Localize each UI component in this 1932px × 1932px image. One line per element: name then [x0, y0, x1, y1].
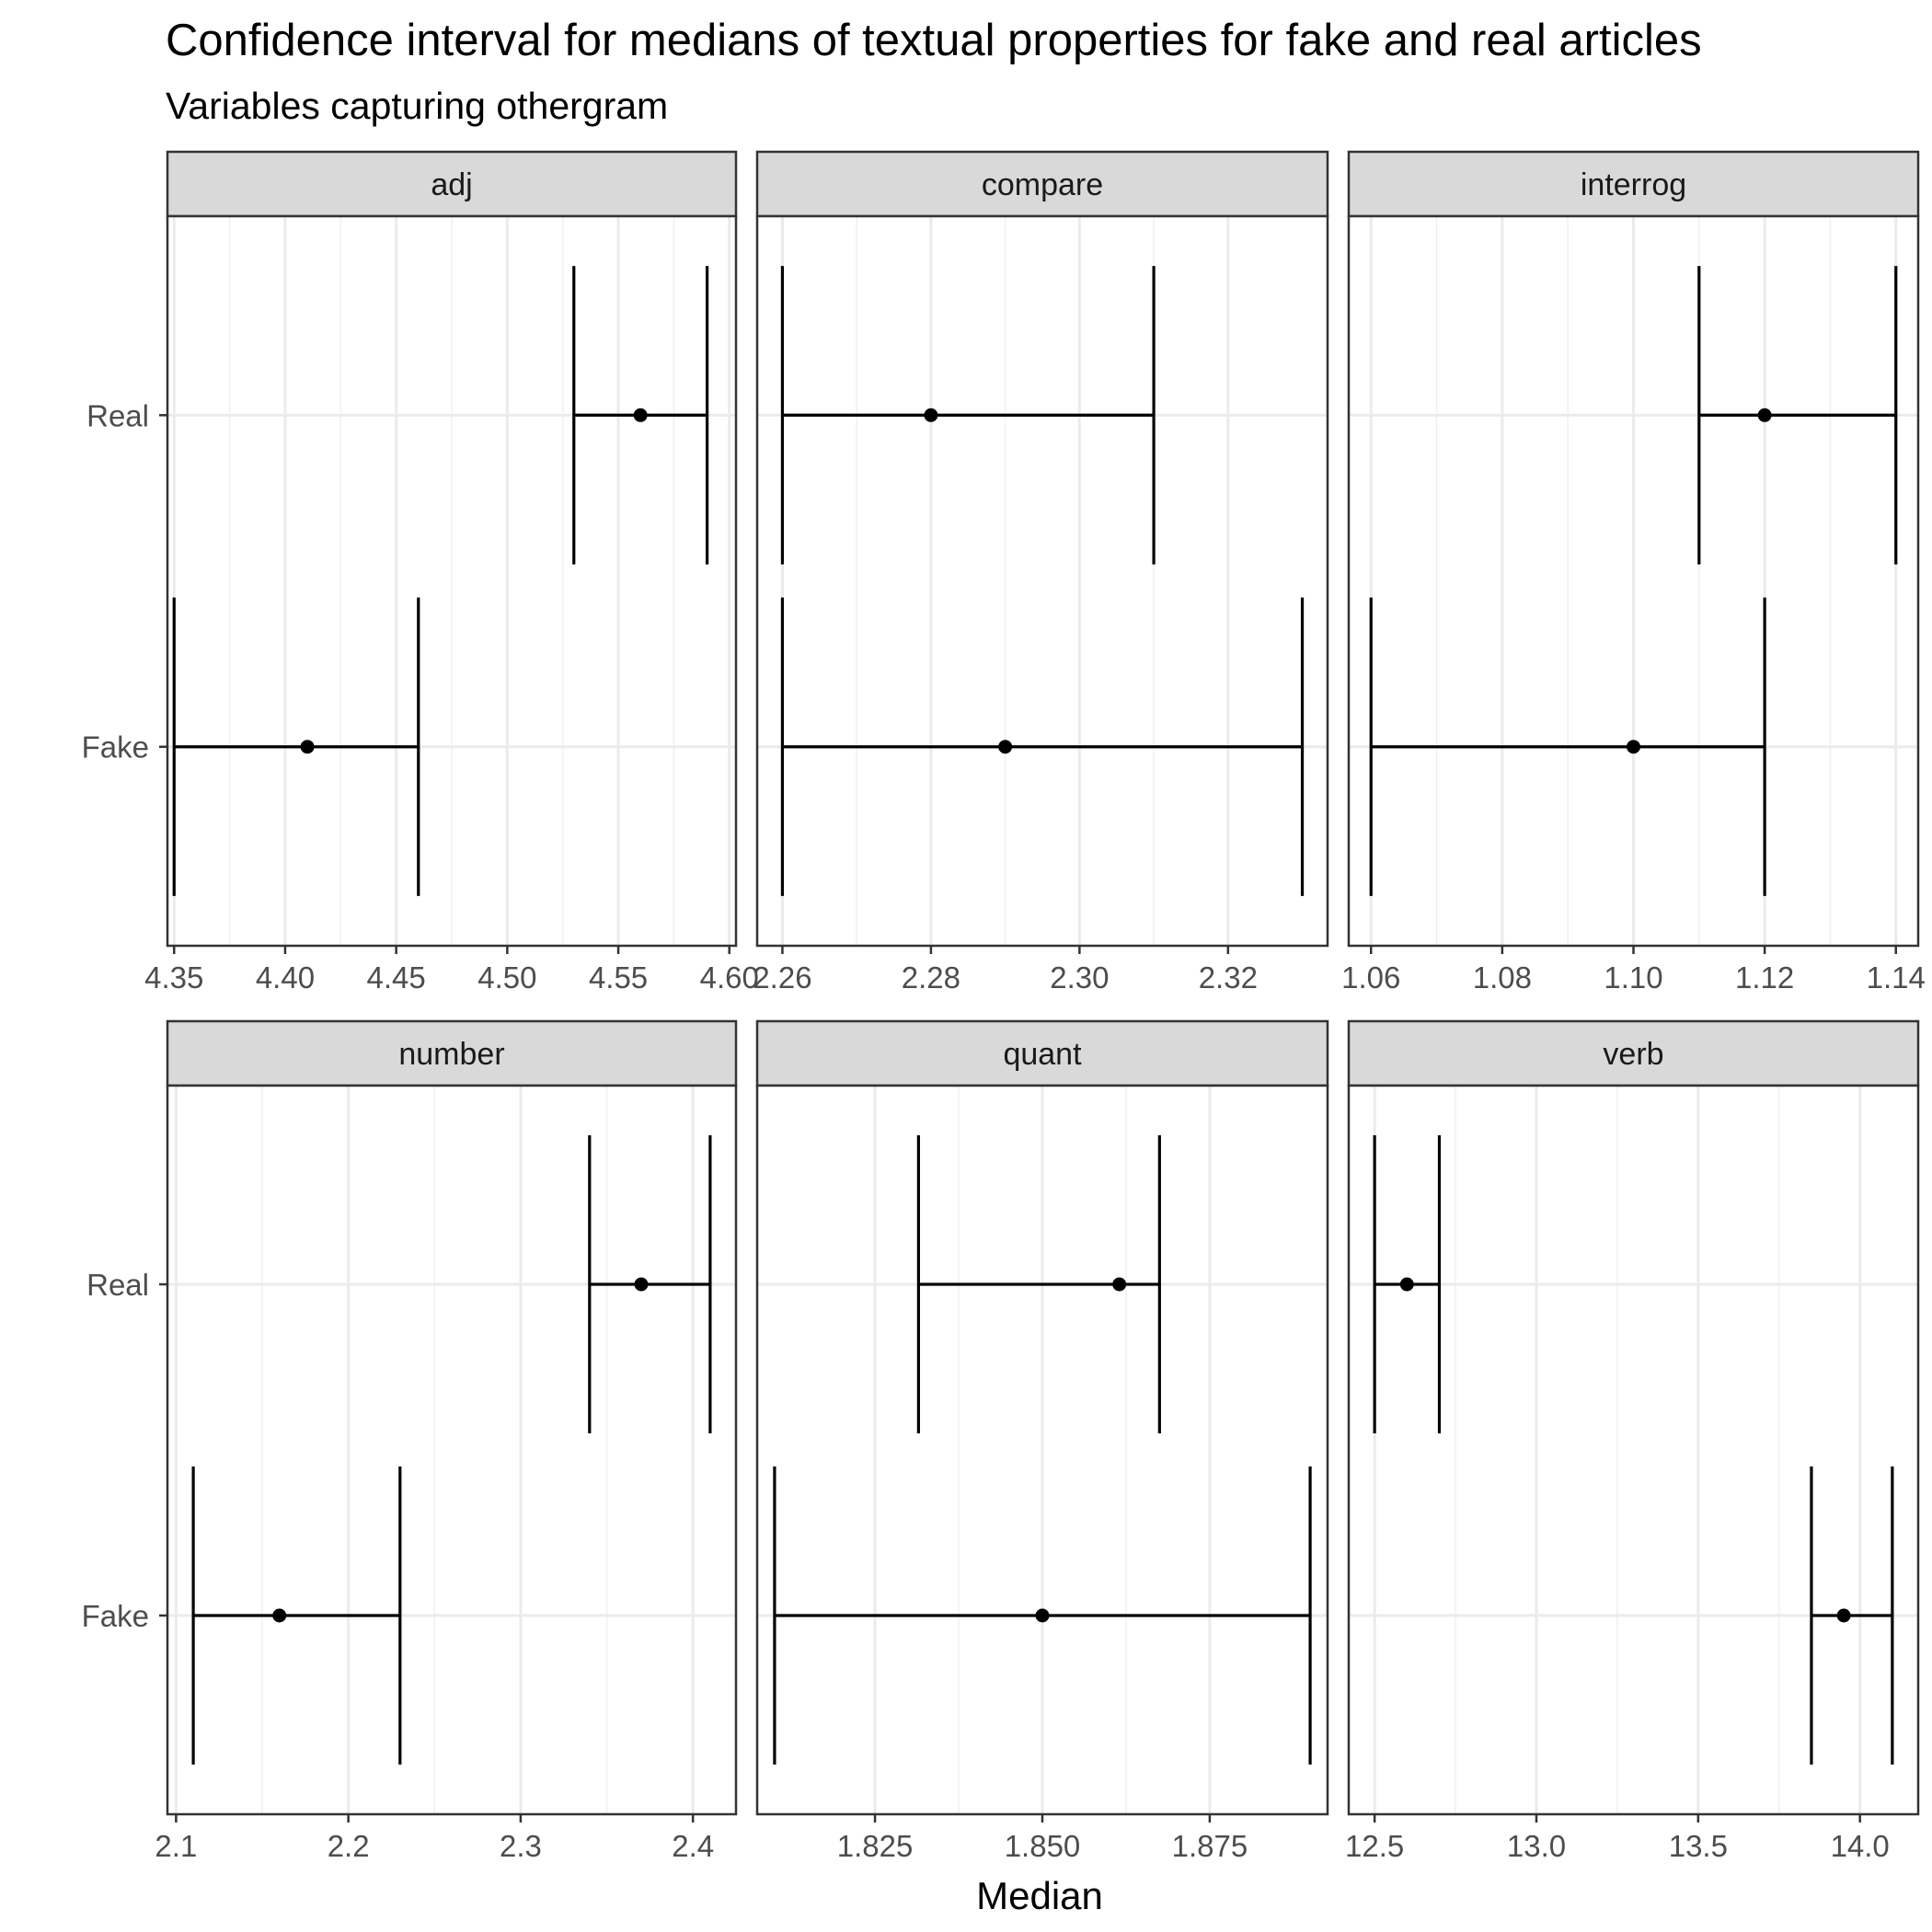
facet-quant: quant 1.825 1.850 1.875 [755, 1019, 1329, 1863]
facet-strip [166, 150, 738, 218]
median-point [924, 408, 938, 422]
facet-label: adj [431, 167, 472, 202]
y-tick-label: Real [86, 398, 149, 432]
errorbar-verb-real [1373, 1135, 1442, 1433]
panel-background [757, 216, 1328, 946]
errorbar-interrog-real [1697, 266, 1898, 565]
median-point [1112, 1277, 1127, 1292]
x-tick-label: 2.3 [500, 1829, 542, 1863]
x-tick-label: 4.45 [367, 960, 426, 995]
facet-panels: adj 4.35 4.40 4.45 4.50 4.55 4.60 Real Fake compa… [82, 150, 1926, 1863]
y-tick-label: Fake [82, 730, 149, 765]
x-tick-label: 4.35 [144, 960, 203, 995]
median-point [634, 1277, 649, 1292]
x-tick-label: 1.850 [1005, 1829, 1081, 1863]
x-tick-label: 12.5 [1345, 1829, 1404, 1863]
facet-label: number [398, 1037, 504, 1072]
median-point [998, 740, 1013, 754]
x-tick-label: 2.2 [328, 1829, 370, 1863]
errorbar-adj-fake [172, 597, 420, 896]
facet-strip [755, 150, 1329, 218]
facet-label: compare [982, 167, 1103, 202]
median-point [1627, 740, 1640, 754]
panel-background [1349, 1086, 1918, 1814]
x-tick-label: 1.875 [1172, 1829, 1248, 1863]
x-tick-label: 4.50 [477, 960, 536, 995]
y-tick-label: Real [86, 1268, 149, 1302]
x-tick-label: 2.4 [672, 1829, 714, 1863]
x-tick-label: 2.32 [1199, 960, 1258, 995]
errorbar-quant-fake [773, 1466, 1312, 1765]
x-tick-label: 4.55 [589, 960, 648, 995]
median-point [1757, 408, 1772, 422]
x-tick-label: 2.26 [753, 960, 811, 995]
facet-strip [1347, 150, 1920, 218]
chart-title: Confidence interval for medians of textu… [166, 16, 1702, 65]
median-point [272, 1608, 287, 1623]
facet-label: verb [1603, 1037, 1663, 1072]
errorbar-compare-fake [780, 597, 1305, 896]
errorbar-number-fake [191, 1466, 402, 1765]
median-point [1035, 1608, 1050, 1623]
errorbar-number-real [588, 1135, 712, 1433]
x-tick-label: 14.0 [1831, 1829, 1890, 1863]
x-tick-label: 13.0 [1507, 1829, 1566, 1863]
facet-strip [166, 1019, 738, 1087]
x-tick-label: 4.60 [700, 960, 759, 995]
errorbar-interrog-fake [1369, 597, 1766, 896]
x-tick-label: 2.1 [155, 1829, 197, 1863]
x-tick-label: 2.30 [1050, 960, 1109, 995]
facet-interrog: interrog 1.06 1.08 1.10 1.12 1.14 [1341, 150, 1926, 995]
panel-border [166, 214, 738, 948]
x-tick-label: 1.06 [1341, 960, 1400, 995]
x-tick-label: 2.28 [902, 960, 960, 995]
errorbar-verb-fake [1810, 1466, 1894, 1765]
median-point [1399, 1277, 1414, 1292]
facet-label: interrog [1581, 167, 1686, 202]
panel-border [1347, 1084, 1920, 1816]
panel-border [166, 1084, 738, 1816]
errorbar-adj-real [572, 266, 709, 565]
x-tick-label: 4.40 [256, 960, 315, 995]
median-point [300, 740, 315, 754]
median-point [1836, 1608, 1851, 1623]
x-tick-label: 1.825 [837, 1829, 914, 1863]
chart-subtitle: Variables capturing othergram [166, 85, 668, 127]
x-tick-label: 1.10 [1604, 960, 1662, 995]
errorbar-quant-real [916, 1135, 1161, 1433]
errorbar-compare-real [780, 266, 1156, 565]
x-tick-label: 1.08 [1473, 960, 1532, 995]
facet-compare: compare 2.26 2.28 2.30 2.32 [753, 150, 1329, 995]
median-point [633, 408, 648, 422]
facet-strip [755, 1019, 1329, 1087]
panel-background [167, 1086, 736, 1814]
x-tick-label: 13.5 [1669, 1829, 1728, 1863]
panel-border [755, 214, 1329, 948]
facet-verb: verb 12.5 13.0 13.5 14.0 [1345, 1019, 1920, 1863]
facet-number: number 2.1 2.2 2.3 2.4 Real Fake [82, 1019, 738, 1863]
x-axis-label: Median [976, 1874, 1103, 1917]
facet-label: quant [1003, 1037, 1082, 1072]
x-tick-label: 1.14 [1867, 960, 1926, 995]
facet-adj: adj 4.35 4.40 4.45 4.50 4.55 4.60 Real Fake [82, 150, 759, 995]
y-tick-label: Fake [82, 1599, 149, 1633]
x-tick-label: 1.12 [1735, 960, 1794, 995]
